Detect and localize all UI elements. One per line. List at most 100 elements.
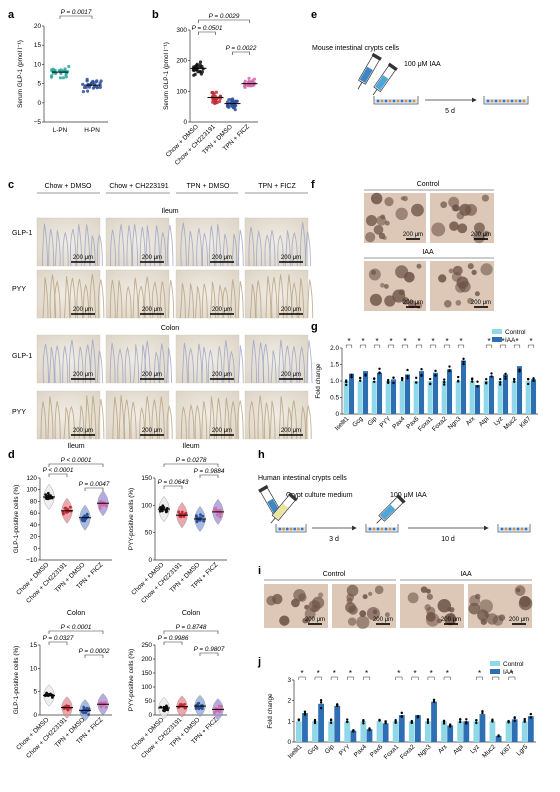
- x-tick-label: Ngn3: [417, 743, 433, 759]
- significance-star: *: [333, 669, 336, 678]
- data-point: [529, 716, 533, 719]
- cell-dot: [392, 527, 396, 531]
- data-point: [201, 514, 205, 518]
- data-point: [182, 515, 186, 519]
- significance-bracket: [84, 654, 104, 658]
- f-control-label: Control: [417, 181, 440, 188]
- data-point: [401, 378, 404, 382]
- significance-bracket: [363, 676, 371, 680]
- data-point: [226, 104, 230, 108]
- bar-control: [483, 381, 489, 414]
- data-point: [197, 701, 201, 705]
- cell-dot: [380, 527, 384, 531]
- data-point: [218, 99, 222, 103]
- data-point: [194, 707, 198, 710]
- data-point: [362, 718, 365, 722]
- data-point: [98, 504, 102, 508]
- y-tick-label: 0.5: [330, 395, 339, 402]
- x-tick-label: Foxa2: [399, 743, 417, 761]
- cell-dot: [372, 527, 376, 531]
- y-tick-label: 5: [37, 81, 41, 88]
- data-point: [392, 381, 395, 385]
- bar-control: [457, 721, 464, 742]
- data-point: [527, 382, 530, 386]
- data-point: [329, 719, 333, 722]
- data-point: [211, 91, 215, 95]
- data-point: [362, 722, 365, 725]
- histology-image-r2-c4: 200 μm: [244, 269, 314, 319]
- data-point: [406, 377, 409, 380]
- significance-bracket: [411, 676, 419, 680]
- bar-iaa: [489, 376, 495, 414]
- cell-dot: [494, 99, 498, 103]
- p-value-label: P = 0.9807: [194, 646, 225, 653]
- histology-image-r1-c2: 200 μm: [105, 217, 174, 267]
- bar-control: [413, 381, 419, 414]
- y-tick-label: 20: [34, 23, 42, 30]
- data-point: [387, 380, 390, 384]
- f-image-control-2: 200 μm: [430, 193, 494, 244]
- cell-dot: [285, 527, 289, 531]
- bar-iaa: [377, 372, 383, 414]
- bar-iaa: [382, 723, 389, 742]
- x-tick-label: Lyz: [469, 743, 481, 755]
- data-point: [82, 705, 86, 709]
- cell-dot: [396, 99, 400, 103]
- data-point: [214, 506, 218, 510]
- data-point: [67, 64, 71, 69]
- bar-control: [343, 381, 349, 414]
- p-value-label: P = 0.0022: [226, 45, 257, 52]
- data-point: [85, 79, 89, 83]
- panel-label-c: c: [8, 179, 14, 191]
- i-image-control-2: 200 μm: [332, 584, 396, 629]
- data-point: [64, 75, 68, 79]
- significance-star: *: [413, 669, 416, 678]
- data-point: [504, 377, 507, 380]
- data-point: [225, 100, 230, 104]
- data-point: [319, 699, 323, 702]
- data-point: [81, 518, 85, 522]
- data-point: [429, 377, 432, 381]
- y-tick-label: 100: [141, 684, 152, 691]
- cell-dot: [392, 99, 396, 103]
- y-tick-label: 5: [33, 689, 37, 696]
- significance-star: *: [459, 337, 462, 346]
- y-tick-label: 20: [30, 534, 38, 541]
- data-point: [202, 519, 205, 523]
- significance-star: *: [397, 669, 400, 678]
- data-point: [179, 702, 183, 706]
- significance-bracket: [359, 344, 367, 348]
- histology-image-r2-c3: 200 μm: [175, 269, 244, 319]
- data-point: [99, 79, 103, 83]
- x-tick-label: Ki67: [499, 743, 513, 757]
- bar-iaa: [475, 384, 481, 414]
- data-point: [415, 381, 418, 384]
- significance-bracket: [163, 630, 219, 634]
- data-point: [98, 83, 102, 87]
- cell-dot: [508, 527, 512, 531]
- scale-bar-label: 200 μm: [142, 255, 162, 261]
- legend-label: IAA: [503, 669, 514, 676]
- data-point: [231, 99, 235, 103]
- h-day-1-label: 3 d: [329, 536, 339, 543]
- data-point: [346, 718, 349, 721]
- data-point: [443, 381, 446, 384]
- data-point: [196, 70, 200, 74]
- y-tick-label: 10: [30, 665, 38, 672]
- bar-iaa: [503, 374, 509, 414]
- bar-iaa: [447, 369, 453, 414]
- data-point: [378, 367, 381, 371]
- data-point: [345, 380, 348, 384]
- f-image-iaa-1: 200 μm: [364, 261, 426, 311]
- y-tick-label: 1: [287, 718, 291, 725]
- cell-dot: [282, 527, 285, 531]
- y-axis-label: Serum GLP-1 (pmol l⁻¹): [17, 40, 24, 108]
- significance-star: *: [446, 669, 449, 678]
- bar-control: [357, 381, 363, 414]
- histology-image-r3-c3: 200 μm: [175, 334, 244, 384]
- x-tick-label: Arx: [465, 415, 477, 427]
- data-point: [490, 372, 493, 375]
- significance-bracket: [513, 344, 521, 348]
- data-point: [303, 713, 307, 716]
